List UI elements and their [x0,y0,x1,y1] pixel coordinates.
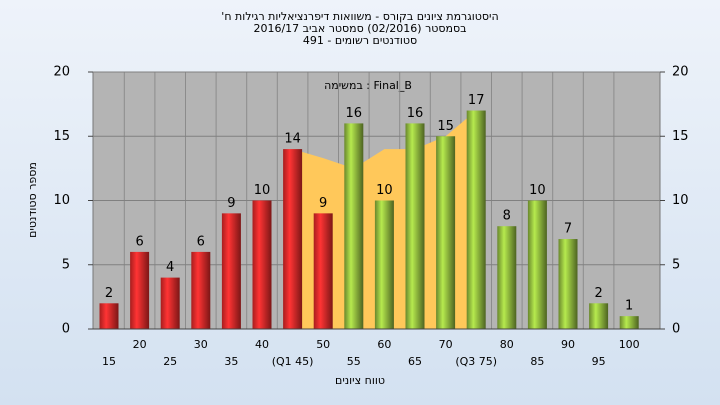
value-label: 10 [376,183,393,198]
value-label: 15 [437,119,454,134]
x-tick-label: 25 [163,355,177,368]
value-label: 10 [529,183,546,198]
value-label: 8 [503,209,511,224]
bar [344,123,364,330]
value-label: 16 [407,106,424,121]
value-label: 4 [166,260,174,275]
bar [619,316,639,329]
bar [374,200,394,329]
bar [99,303,119,329]
bar [160,277,180,329]
x-tick-label: (Q1 45) [272,355,314,368]
y-tick-label-right: 5 [672,257,680,272]
bar [497,226,517,329]
x-tick-label: 30 [194,338,208,351]
bar [313,213,333,329]
bar [283,149,303,329]
x-tick-label: 55 [347,355,361,368]
bar [466,110,486,329]
value-label: 2 [594,286,602,301]
value-label: 9 [319,196,327,211]
y-tick-label-right: 0 [672,322,680,337]
x-tick-label: 80 [500,338,514,351]
bar [252,200,272,329]
x-tick-label: 35 [224,355,238,368]
y-tick-label: 0 [62,322,70,337]
bar [405,123,425,330]
x-tick-label: 50 [316,338,330,351]
y-tick-label: 15 [53,129,70,144]
bar [436,136,456,329]
x-axis-label: טווח ציונים [335,374,385,387]
x-tick-label: 85 [530,355,544,368]
value-label: 9 [227,196,235,211]
value-label: 10 [254,183,271,198]
x-tick-label: (Q3 75) [455,355,497,368]
value-label: 2 [105,286,113,301]
chart-title: 'היסטוגרמת ציונים בקורס - משוואות דיפרנצ… [221,10,498,23]
value-label: 6 [135,234,143,249]
value-label: 1 [625,299,633,314]
chart-subtitle: בסמסטר (02/2016) סמסטר אביב 2016/17 [253,22,466,35]
x-tick-label: 95 [592,355,606,368]
bar [191,251,211,329]
x-tick-label: 40 [255,338,269,351]
y-tick-label: 20 [53,65,70,80]
x-tick-label: 60 [377,338,391,351]
value-label: 7 [564,222,572,237]
y-tick-label-right: 15 [672,129,689,144]
x-tick-label: 20 [133,338,147,351]
bar [527,200,547,329]
y-tick-label: 10 [53,193,70,208]
value-label: 6 [197,234,205,249]
x-tick-label: 15 [102,355,116,368]
x-tick-label: 65 [408,355,422,368]
y-tick-label: 5 [62,257,70,272]
x-tick-label: 100 [619,338,640,351]
value-label: 16 [346,106,363,121]
value-label: 17 [468,93,485,108]
bar [130,251,150,329]
x-tick-label: 90 [561,338,575,351]
annotation: במשימה : Final_B [324,79,412,92]
bar [221,213,241,329]
y-axis-label: מספר סטודנטים [26,162,39,238]
y-tick-label-right: 10 [672,193,689,208]
chart-subtitle: סטודנטים רשומים - 491 [303,34,417,47]
bar [558,239,578,329]
x-tick-label: 70 [439,338,453,351]
bar [589,303,609,329]
value-label: 14 [284,132,301,147]
y-tick-label-right: 20 [672,65,689,80]
